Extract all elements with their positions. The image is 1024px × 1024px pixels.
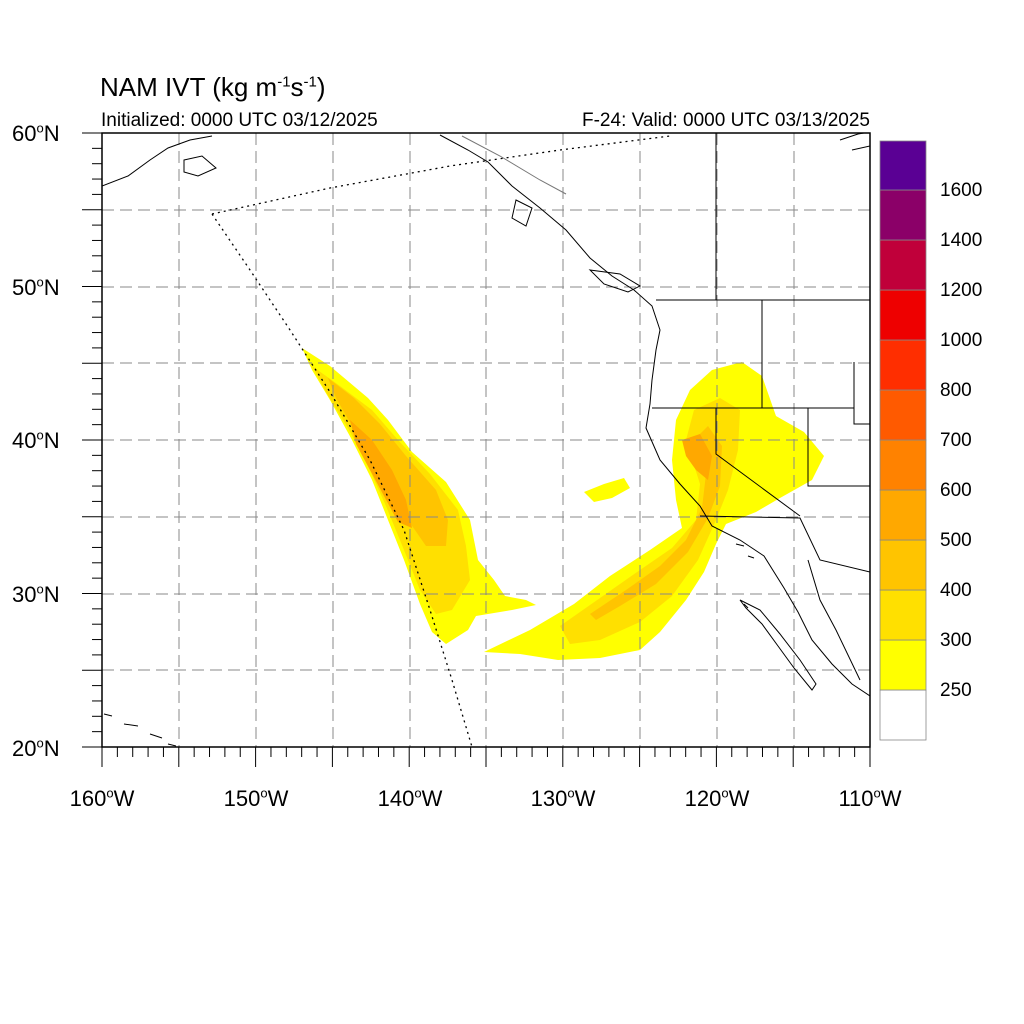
colorbar-label-1200: 1200 — [940, 280, 983, 301]
california-atmospheric-river — [484, 362, 824, 660]
colorbar-box — [879, 689, 927, 741]
river-level-400 — [590, 426, 722, 620]
colorbar-box — [879, 239, 927, 291]
colorbar-box — [879, 140, 927, 191]
secondary-boundaries — [461, 135, 870, 747]
political-boundaries — [652, 133, 870, 681]
model-domain-boundary — [211, 135, 671, 747]
colorbar-box — [879, 389, 927, 441]
lat-label-30n: 30oN — [12, 581, 60, 607]
colorbar-box — [879, 589, 927, 641]
river-level-250 — [484, 362, 824, 660]
axis-ticks — [82, 132, 871, 767]
lon-label-110w: 110oW — [838, 785, 902, 811]
colorbar-label-250: 250 — [940, 680, 972, 701]
colorbar-label-300: 300 — [940, 630, 972, 651]
pacific-ivt-plume — [302, 348, 536, 644]
colorbar-label-1400: 1400 — [940, 230, 983, 251]
graticule — [102, 133, 870, 747]
lat-label-60n: 60oN — [12, 120, 60, 146]
lon-label-120w: 120oW — [684, 785, 750, 811]
plume-level-500 — [350, 420, 412, 528]
colorbar-label-1600: 1600 — [940, 180, 983, 201]
colorbar-label-700: 700 — [940, 430, 972, 451]
colorbar-label-1000: 1000 — [940, 330, 983, 351]
colorbar-label-400: 400 — [940, 580, 972, 601]
colorbar-box — [879, 439, 927, 491]
lon-label-160w: 160oW — [69, 785, 135, 811]
colorbar-box — [879, 539, 927, 591]
colorbar-label-500: 500 — [940, 530, 972, 551]
colorbar-box — [879, 339, 927, 391]
colorbar-box — [879, 189, 927, 241]
river-blob-offshore — [584, 478, 630, 502]
lat-label-50n: 50oN — [12, 274, 60, 300]
lat-label-20n: 20oN — [12, 735, 60, 761]
colorbar-box — [879, 289, 927, 341]
initialized-time: Initialized: 0000 UTC 03/12/2025 — [101, 110, 378, 131]
coastline — [102, 133, 870, 747]
map-title: NAM IVT (kg m-1s-1) — [100, 72, 326, 102]
lon-label-140w: 140oW — [377, 785, 443, 811]
valid-time: F-24: Valid: 0000 UTC 03/13/2025 — [582, 110, 870, 131]
lat-label-40n: 40oN — [12, 427, 60, 453]
colorbar — [879, 140, 927, 741]
colorbar-box — [879, 639, 927, 691]
lon-label-130w: 130oW — [530, 785, 596, 811]
lon-label-150w: 150oW — [223, 785, 289, 811]
river-level-500 — [682, 434, 712, 480]
colorbar-label-800: 800 — [940, 380, 972, 401]
plume-level-400 — [328, 378, 448, 546]
colorbar-box — [879, 489, 927, 541]
colorbar-label-600: 600 — [940, 480, 972, 501]
